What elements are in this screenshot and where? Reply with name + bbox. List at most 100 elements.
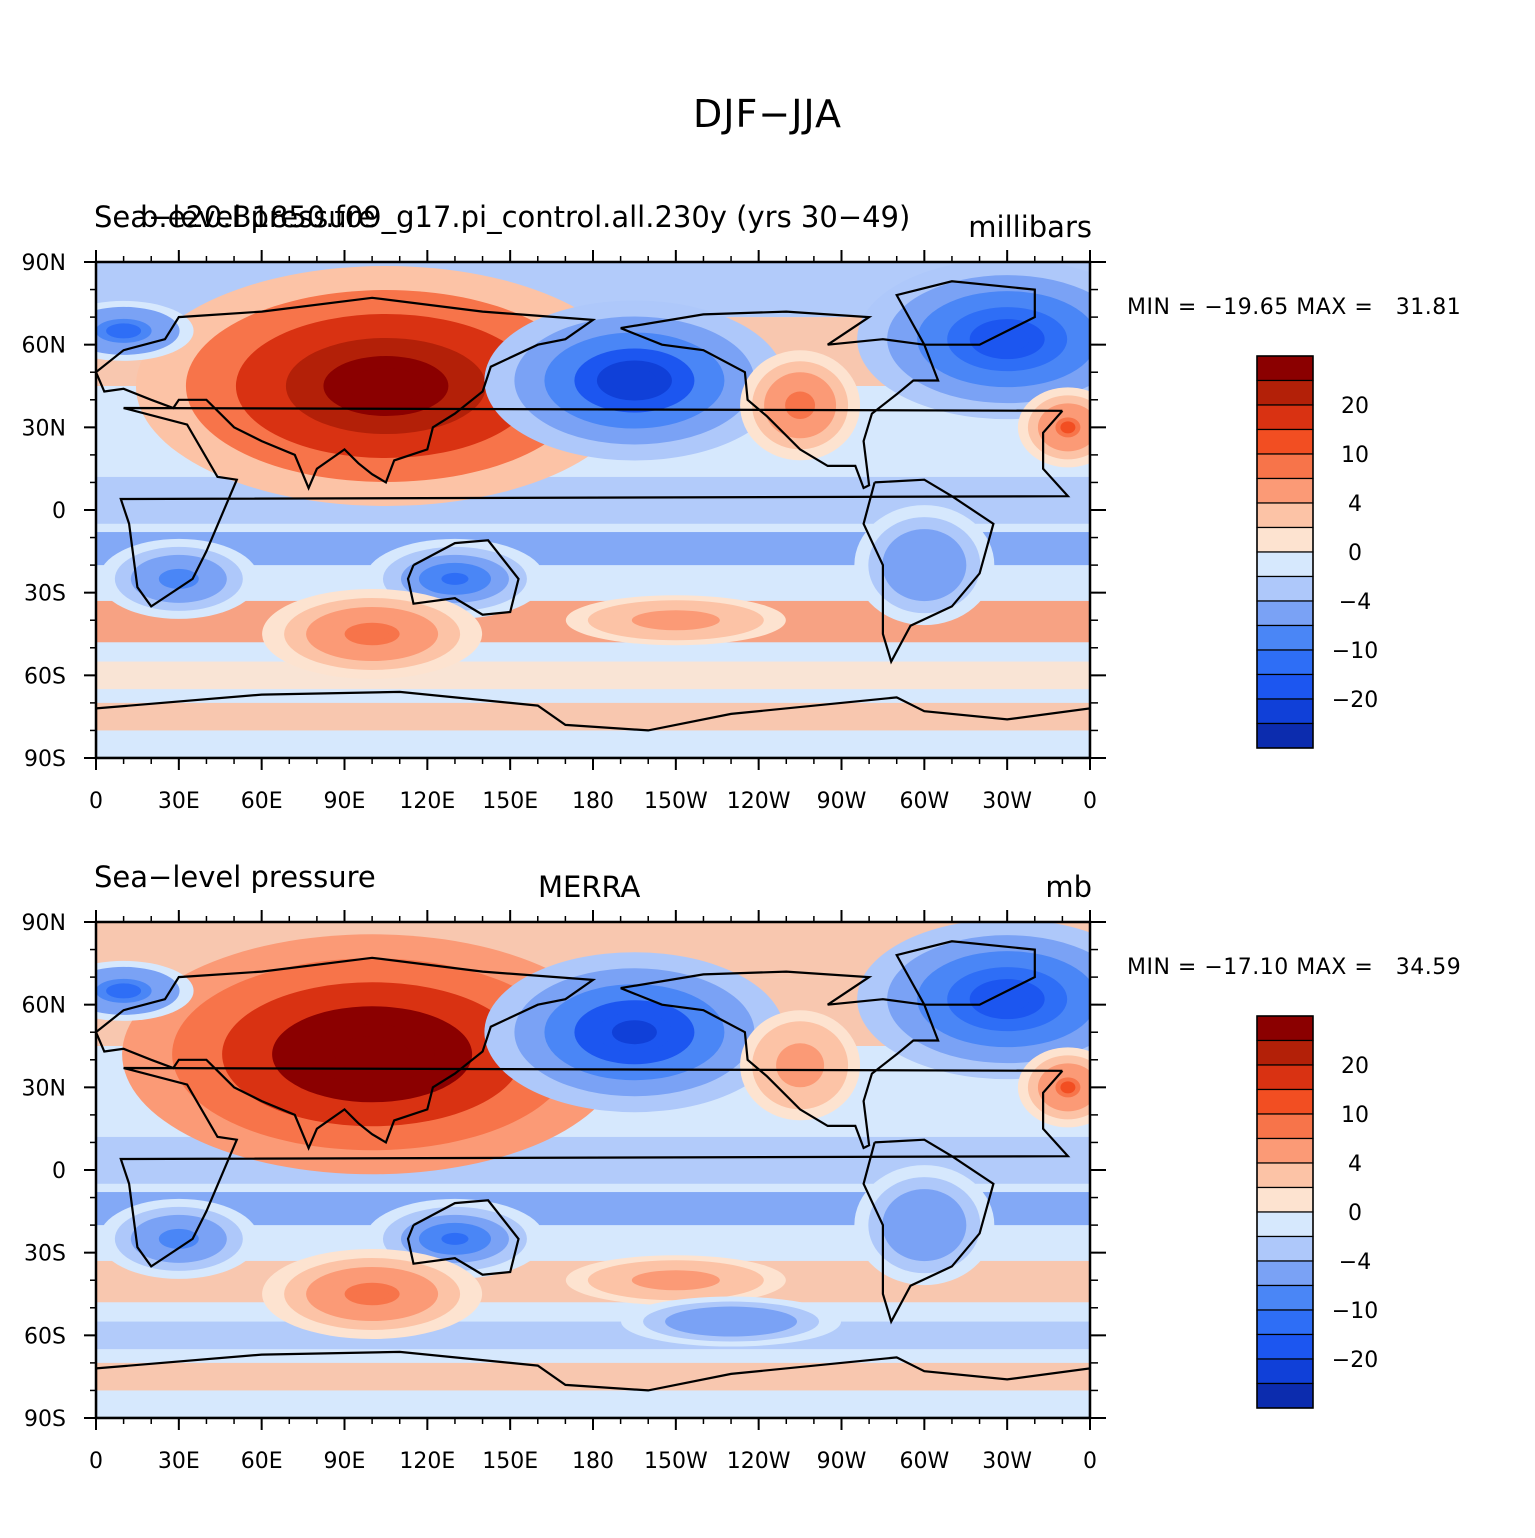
x-tick-label: 60W	[899, 789, 949, 814]
pressure-cell	[113, 986, 135, 996]
colorbar-box	[1256, 1235, 1314, 1262]
y-tick-label: 90N	[22, 251, 66, 276]
panel-case-string: b.e20.B1850.f09_g17.pi_control.all.230y …	[140, 200, 911, 234]
y-tick-label: 60N	[22, 994, 66, 1019]
x-tick-label: 150E	[482, 789, 538, 814]
colorbar-box	[1256, 1358, 1314, 1385]
pressure-cell	[1060, 421, 1076, 434]
coastline	[119, 1066, 1071, 1268]
colorbar-label: −4	[1339, 590, 1371, 615]
x-tick-label: 30E	[158, 1449, 200, 1474]
coastline	[620, 970, 940, 1150]
map-chart: 0 30E 60E 90E 120E 150E 180 150W 120W 90W 60W 30W 09…	[22, 910, 1378, 1474]
x-tick-label: 30W	[982, 789, 1032, 814]
pressure-aleutian-low	[611, 368, 657, 393]
pressure-cell	[355, 627, 389, 641]
x-tick-label: 120E	[399, 1449, 455, 1474]
x-tick-label: 60W	[899, 1449, 949, 1474]
panel-left-string: Sea−level pressure	[94, 200, 376, 234]
y-tick-label: 30N	[22, 1076, 66, 1101]
colorbar-box	[1256, 649, 1314, 676]
x-tick-label: 150W	[644, 789, 708, 814]
pressure-cell	[1060, 1081, 1076, 1094]
x-tick-label: 150E	[482, 1449, 538, 1474]
colorbar-box	[1256, 1162, 1314, 1189]
x-tick-label: 60E	[241, 1449, 283, 1474]
pressure-cell	[166, 1232, 191, 1245]
x-tick-label: 120W	[727, 1449, 791, 1474]
colorbar-box	[1256, 1088, 1314, 1115]
x-tick-label: 0	[1083, 789, 1097, 814]
colorbar-label: −20	[1332, 1348, 1378, 1373]
chart-panel-model: Sea−level pressure b.e20.B1850.f09_g17.p…	[0, 180, 1535, 820]
colorbar-box	[1256, 502, 1314, 529]
pressure-icelandic-low	[984, 987, 1030, 1012]
x-tick-label: 30E	[158, 789, 200, 814]
colorbar-box	[1256, 624, 1314, 651]
coastline	[96, 690, 1090, 758]
colorbar-label: −4	[1339, 1250, 1371, 1275]
colorbar-label: −20	[1332, 688, 1378, 713]
colorbar-label: −10	[1332, 1299, 1378, 1324]
colorbar-box	[1256, 404, 1314, 431]
colorbar-frame	[1256, 1015, 1314, 1409]
map-field	[96, 262, 1090, 758]
panel-left-string: Sea−level pressure	[94, 860, 376, 894]
coastline	[406, 539, 520, 616]
x-tick-label: 0	[89, 1449, 103, 1474]
min-max-label: MIN = −17.10 MAX = 34.59	[1127, 955, 1462, 980]
y-tick-label: 60S	[24, 1324, 66, 1349]
pressure-cell	[355, 1287, 389, 1301]
panel-center-string: MERRA	[538, 870, 641, 904]
colorbar-box	[1256, 1309, 1314, 1336]
x-tick-label: 150W	[644, 1449, 708, 1474]
colorbar-box	[1256, 1211, 1314, 1238]
y-tick-label: 30S	[24, 582, 66, 607]
map-field	[96, 922, 1090, 1418]
colorbar-box	[1256, 1064, 1314, 1091]
map-chart: 0 30E 60E 90E 120E 150E 180 150W 120W 90W 60W 30W 09…	[22, 250, 1378, 814]
coastline	[620, 310, 940, 490]
panel-units: millibars	[968, 210, 1092, 244]
x-tick-label: 180	[572, 1449, 614, 1474]
x-tick-label: 0	[89, 789, 103, 814]
coastline	[895, 280, 1036, 346]
colorbar-label: 20	[1341, 394, 1369, 419]
y-tick-label: 90S	[24, 747, 66, 772]
coastline	[862, 478, 995, 665]
chart-panel-merra: Sea−level pressure MERRA mb MIN = −17.10…	[0, 840, 1535, 1480]
y-tick-label: 60S	[24, 664, 66, 689]
panel-units: mb	[1045, 870, 1092, 904]
pressure-cell	[441, 572, 469, 585]
colorbar-label: 10	[1341, 443, 1369, 468]
y-tick-label: 0	[52, 1159, 66, 1184]
coastline	[96, 1350, 1090, 1418]
colorbar-box	[1256, 526, 1314, 553]
colorbar-box	[1256, 1015, 1314, 1042]
field-band	[96, 1321, 1090, 1350]
x-tick-label: 180	[572, 789, 614, 814]
pressure-asian-high	[334, 1036, 410, 1073]
coastline	[96, 956, 597, 1151]
x-tick-label: 60E	[241, 789, 283, 814]
pressure-icelandic-low	[984, 327, 1030, 352]
colorbar-box	[1256, 1333, 1314, 1360]
colorbar-label: 20	[1341, 1054, 1369, 1079]
x-tick-label: 90W	[817, 789, 867, 814]
colorbar-box	[1256, 379, 1314, 406]
coastline	[96, 296, 597, 491]
page-title: DJF−JJA	[693, 92, 842, 136]
x-tick-label: 120E	[399, 789, 455, 814]
colorbar-box	[1256, 1039, 1314, 1066]
x-tick-label: 90E	[324, 789, 366, 814]
colorbar-label: −10	[1332, 639, 1378, 664]
pressure-cell	[113, 326, 135, 336]
x-tick-label: 120W	[727, 789, 791, 814]
colorbar-box	[1256, 1284, 1314, 1311]
colorbar-box	[1256, 477, 1314, 504]
y-tick-label: 30N	[22, 416, 66, 441]
colorbar-frame	[1256, 355, 1314, 749]
colorbar-label: 0	[1348, 1201, 1362, 1226]
colorbar-box	[1256, 1260, 1314, 1287]
colorbar-label: 4	[1348, 492, 1362, 517]
